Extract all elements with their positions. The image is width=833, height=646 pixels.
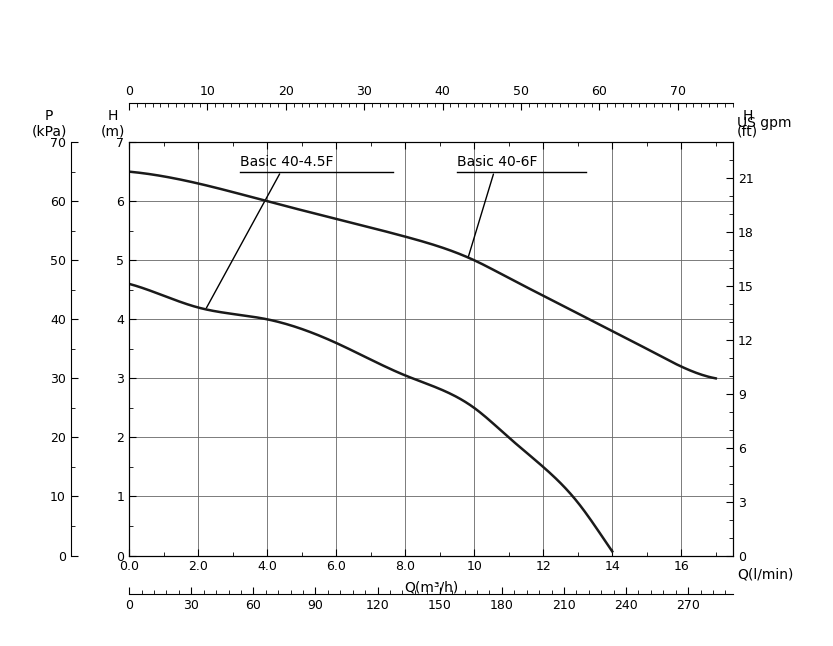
Text: P
(kPa): P (kPa) — [32, 109, 67, 139]
Text: Basic 40-4.5F: Basic 40-4.5F — [207, 154, 333, 308]
Text: H
(m): H (m) — [101, 109, 125, 139]
Text: US gpm: US gpm — [737, 116, 791, 130]
Text: H
(ft): H (ft) — [737, 109, 758, 139]
Text: Basic 40-6F: Basic 40-6F — [457, 154, 537, 258]
Text: Q(l/min): Q(l/min) — [737, 568, 794, 582]
X-axis label: Q(m³/h): Q(m³/h) — [404, 580, 458, 594]
